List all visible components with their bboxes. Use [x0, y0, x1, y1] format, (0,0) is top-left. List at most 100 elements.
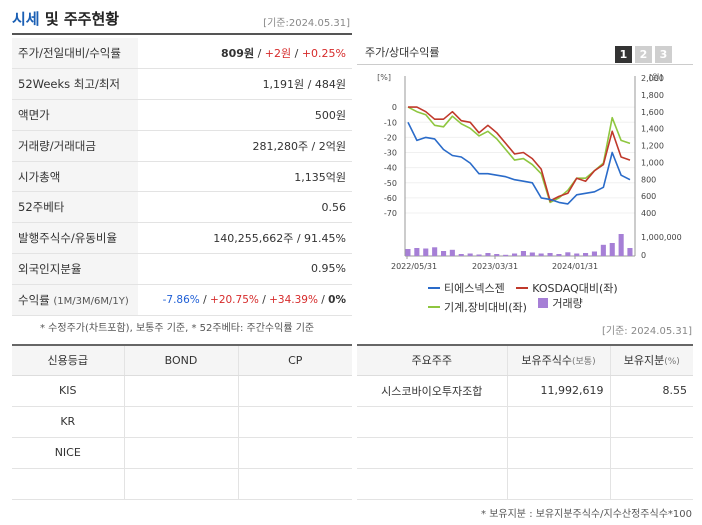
bond-cell — [124, 468, 239, 500]
chart-button-1[interactable]: 1 — [615, 46, 632, 63]
chart-button-3[interactable]: 3 — [655, 46, 672, 63]
table-row: NICE — [12, 437, 352, 469]
table-row: 거래량/거래대금 281,280주 / 2억원 — [12, 130, 352, 162]
agency-cell — [12, 468, 125, 500]
return-3m: +20.75% — [210, 293, 259, 306]
volume-bar — [565, 252, 571, 257]
series-line — [408, 106, 631, 202]
right-unit-label: [원] — [649, 73, 663, 82]
volume-tick-label: 1,000,000 — [641, 233, 682, 242]
legend-item-volume[interactable]: 거래량 — [538, 296, 583, 311]
row-label: 시가총액 — [12, 161, 138, 193]
col-header: 보유지분(%) — [610, 344, 693, 376]
row-value: 809원 / +2원 / +0.25% — [138, 38, 352, 70]
x-tick-label: 2023/03/31 — [472, 262, 518, 271]
table-row — [357, 437, 693, 469]
right-tick-label: 2,000 — [641, 74, 664, 83]
chart-button-2[interactable]: 2 — [635, 46, 652, 63]
volume-bar — [591, 251, 597, 256]
series-line — [407, 121, 631, 205]
volume-bar — [476, 254, 482, 256]
left-tick-label: -10 — [384, 118, 397, 127]
legend-item-machinery[interactable]: 기계,장비대비(좌) — [428, 300, 527, 315]
volume-bar — [600, 244, 606, 257]
table-row: 52Weeks 최고/최저 1,191원 / 484원 — [12, 68, 352, 101]
price-value: 809원 — [220, 47, 255, 61]
table-row: 52주베타 0.56 — [12, 191, 352, 224]
right-tick-label: 1,400 — [641, 125, 664, 134]
shares-cell: 11,992,619 — [507, 375, 611, 407]
shares-cell — [507, 437, 611, 469]
legend-label: 티에스넥스젠 — [444, 282, 505, 295]
left-tick-label: -60 — [384, 194, 397, 203]
row-label: 주가/전일대비/수익률 — [12, 38, 138, 70]
separator: / — [262, 293, 270, 306]
volume-bar — [556, 254, 562, 256]
row-value: 1,191원 / 484원 — [138, 68, 352, 101]
volume-bar — [414, 248, 420, 256]
volume-bar — [449, 249, 455, 257]
return-value: +0.25% — [301, 47, 346, 61]
table-row — [357, 406, 693, 438]
table-header-row: 신용등급 BOND CP — [12, 344, 352, 376]
volume-bar — [432, 247, 438, 257]
legend-item-stock[interactable]: 티에스넥스젠 — [428, 281, 505, 296]
row-label: 액면가 — [12, 99, 138, 131]
footnote-price: * 수정주가(차트포함), 보통주 기준, * 52주베타: 주간수익률 기준 — [40, 323, 315, 334]
row-value: -7.86% / +20.75% / +34.39% / 0% — [138, 284, 352, 316]
table-row: 수익률 (1M/3M/6M/1Y) -7.86% / +20.75% / +34… — [12, 284, 352, 316]
volume-bar — [494, 254, 500, 256]
legend-item-kosdaq[interactable]: KOSDAQ대비(좌) — [516, 281, 618, 296]
legend-label: KOSDAQ대비(좌) — [532, 282, 618, 295]
legend-square-icon — [538, 298, 549, 308]
x-tick-label: 2024/01/31 — [552, 262, 598, 271]
section-title-main: 시세 — [12, 10, 40, 28]
right-tick-label: 800 — [641, 175, 656, 184]
bond-cell — [124, 406, 239, 438]
col-header: 주요주주 — [357, 344, 508, 376]
table-row: 발행주식수/유동비율 140,255,662주 / 91.45% — [12, 222, 352, 255]
series-line — [407, 106, 631, 204]
table-row: KR — [12, 406, 352, 438]
right-tick-label: 1,600 — [641, 108, 664, 117]
cp-cell — [238, 468, 352, 500]
col-header: 보유주식수(보통) — [507, 344, 611, 376]
returns-label: 수익률 — [18, 292, 50, 307]
chart-legend: 티에스넥스젠 KOSDAQ대비(좌) 기계,장비대비(좌) 거래량 — [428, 279, 648, 315]
holder-name-cell: 시스코바이오투자조합 — [357, 375, 508, 407]
col-header-sub: (%) — [664, 357, 680, 368]
left-tick-label: 0 — [392, 103, 397, 112]
separator: / — [291, 47, 302, 61]
legend-label: 거래량 — [552, 297, 583, 310]
right-tick-label: 1,200 — [641, 142, 664, 151]
table-row: 외국인지분율 0.95% — [12, 253, 352, 285]
volume-bar — [627, 248, 633, 256]
volume-bar — [609, 243, 615, 256]
left-tick-label: -70 — [384, 209, 397, 218]
row-label: 거래량/거래대금 — [12, 130, 138, 162]
bond-cell — [124, 437, 239, 469]
legend-label: 기계,장비대비(좌) — [444, 301, 527, 314]
volume-bar — [520, 251, 526, 256]
volume-bar — [485, 253, 491, 256]
cp-cell — [238, 437, 352, 469]
row-value: 1,135억원 — [138, 161, 352, 193]
right-tick-label: 1,000 — [641, 158, 664, 167]
section-title: 시세 및 주주현황 — [12, 8, 119, 29]
col-header: BOND — [124, 344, 239, 376]
table-row: 주가/전일대비/수익률 809원 / +2원 / +0.25% — [12, 38, 352, 70]
volume-bar — [405, 249, 411, 256]
agency-cell: KIS — [12, 375, 125, 407]
row-label: 발행주식수/유동비율 — [12, 222, 138, 255]
legend-line-icon — [428, 306, 440, 308]
separator: / — [321, 293, 329, 306]
stake-cell — [610, 406, 693, 438]
separator: / — [203, 293, 211, 306]
holder-name-cell — [357, 406, 508, 438]
row-label: 52주베타 — [12, 191, 138, 224]
col-header: CP — [238, 344, 352, 376]
volume-bar — [423, 248, 429, 256]
volume-bar — [512, 253, 518, 256]
volume-bar — [574, 253, 580, 256]
